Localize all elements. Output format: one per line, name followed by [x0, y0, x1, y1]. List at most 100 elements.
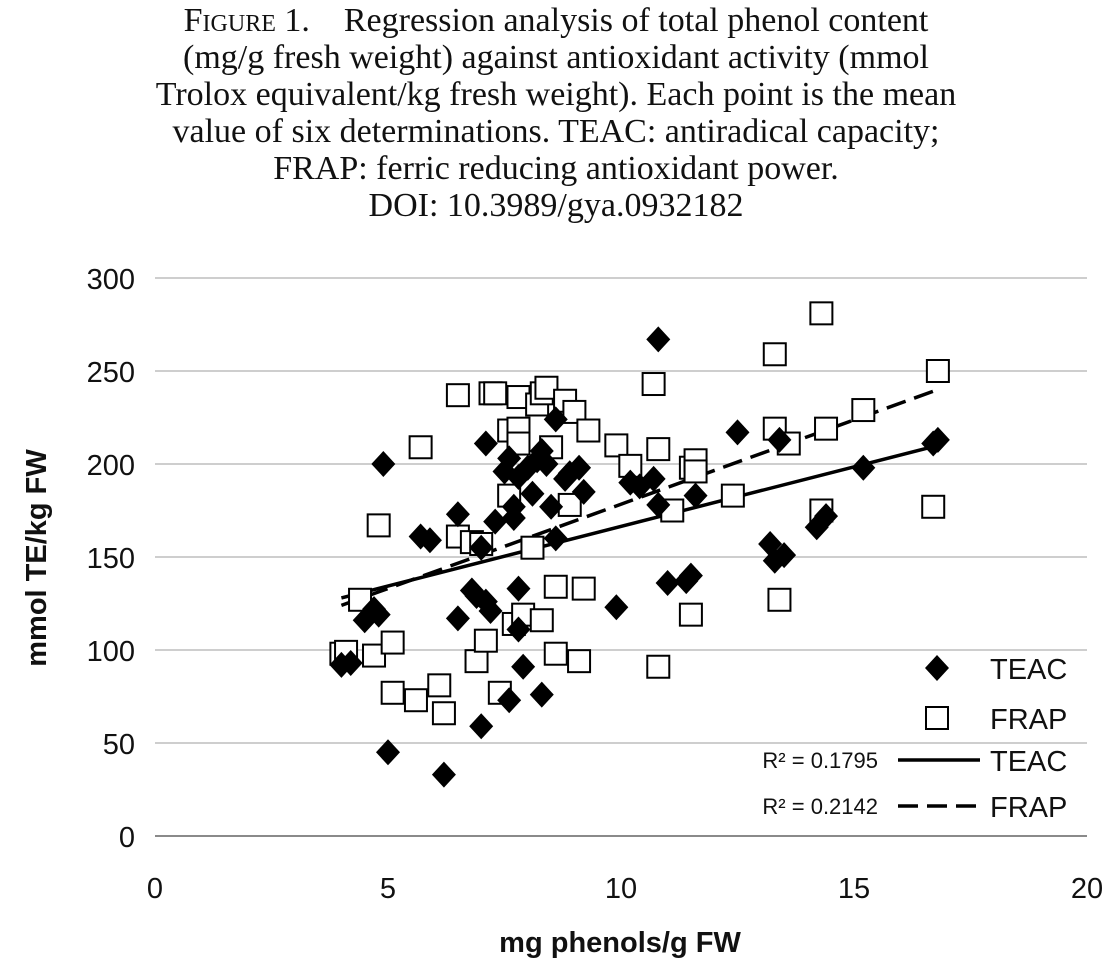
caption-line-3: Trolox equivalent/kg fresh weight). Each…	[155, 76, 957, 113]
x-tick-label: 0	[147, 873, 163, 905]
y-tick-label: 200	[87, 450, 135, 482]
point-teac	[683, 482, 708, 509]
point-frap	[366, 513, 391, 538]
x-tick-label: 10	[605, 873, 637, 905]
point-frap	[431, 701, 456, 726]
point-teac	[604, 594, 629, 621]
point-teac	[417, 527, 442, 554]
caption-text-1: Regression analysis of total phenol cont…	[343, 2, 929, 39]
point-frap	[520, 535, 545, 560]
y-tick-label: 250	[87, 357, 135, 389]
point-frap	[483, 381, 508, 406]
point-frap	[362, 643, 387, 668]
point-teac	[646, 326, 671, 353]
point-teac	[431, 761, 456, 788]
r2-label-teac: R² = 0.1795	[762, 748, 878, 773]
point-teac	[469, 534, 494, 561]
point-frap	[646, 437, 671, 462]
point-teac	[772, 542, 797, 569]
x-tick-label: 20	[1071, 873, 1103, 905]
point-teac	[497, 687, 522, 714]
x-axis-title: mg phenols/g FW	[499, 927, 741, 959]
point-teac	[497, 445, 522, 472]
point-frap	[683, 459, 708, 484]
x-tick-label: 15	[838, 873, 870, 905]
x-tick-label: 5	[380, 873, 396, 905]
point-teac	[567, 454, 592, 481]
point-teac	[725, 419, 750, 446]
point-frap	[720, 483, 745, 508]
point-frap	[678, 602, 703, 627]
point-teac	[543, 525, 568, 552]
point-teac	[483, 508, 508, 535]
point-teac	[655, 570, 680, 597]
point-frap	[562, 399, 587, 424]
point-frap	[473, 628, 498, 653]
y-tick-label: 0	[119, 822, 135, 854]
point-teac	[571, 478, 596, 505]
axes: 0 50 100 150 200 250 300 0 5 10 15 20	[87, 264, 1104, 905]
point-frap	[646, 654, 671, 679]
point-teac	[767, 426, 792, 453]
point-teac	[501, 493, 526, 520]
point-teac	[851, 454, 876, 481]
point-teac	[478, 597, 503, 624]
point-teac	[506, 616, 531, 643]
point-frap	[767, 587, 792, 612]
point-frap	[543, 574, 568, 599]
figure-caption: Figure 1. Regression analysis of total p…	[0, 2, 1112, 224]
point-teac	[641, 465, 666, 492]
point-teac	[534, 451, 559, 477]
legend-label-teac: TEAC	[990, 654, 1067, 686]
legend-line-label-frap: FRAP	[990, 792, 1067, 824]
caption-line-4: value of six determinations. TEAC: antir…	[172, 113, 940, 150]
y-tick-label: 50	[103, 729, 135, 761]
r2-label-frap: R² = 0.2142	[762, 794, 878, 819]
y-tick-label: 300	[87, 264, 135, 296]
point-frap	[641, 372, 666, 397]
figure-label: Figure 1.	[183, 2, 310, 39]
point-teac	[506, 575, 531, 602]
caption-line-2: (mg/g fresh weight) against antioxidant …	[183, 39, 929, 76]
point-teac	[371, 451, 396, 477]
point-frap	[529, 608, 554, 633]
point-frap	[403, 688, 428, 713]
point-teac	[520, 480, 545, 507]
point-teac	[543, 406, 568, 433]
caption-line-5: FRAP: ferric reducing antioxidant power.	[273, 150, 839, 187]
point-teac	[376, 739, 400, 766]
y-tick-label: 100	[87, 636, 135, 668]
point-frap	[567, 649, 592, 674]
point-teac	[529, 681, 554, 708]
point-frap	[571, 576, 596, 601]
point-frap	[427, 673, 452, 698]
y-tick-label: 150	[87, 543, 135, 575]
legend: TEAC FRAP R² = 0.1795 TEAC R² = 0.2142 FRAP	[762, 654, 1067, 824]
point-frap	[921, 494, 946, 519]
point-frap	[506, 431, 531, 456]
legend-marker-teac	[925, 655, 949, 681]
trendline-frap	[340, 387, 939, 608]
point-teac	[925, 426, 950, 453]
trendline-teac	[340, 443, 939, 600]
legend-label-frap: FRAP	[990, 704, 1067, 736]
point-teac	[366, 601, 391, 628]
point-frap	[814, 416, 839, 441]
point-teac	[445, 501, 470, 528]
legend-marker-frap	[925, 706, 949, 730]
caption-line-1: Figure 1. Regression analysis of total p…	[0, 2, 1112, 39]
point-frap	[380, 630, 405, 655]
point-teac	[469, 713, 494, 740]
point-teac	[678, 562, 703, 589]
point-frap	[809, 301, 834, 326]
point-frap	[543, 641, 568, 666]
point-frap	[762, 342, 787, 367]
point-teac	[814, 503, 839, 530]
point-frap	[464, 649, 489, 674]
point-frap	[534, 375, 559, 400]
point-frap	[604, 433, 629, 458]
point-teac	[539, 493, 564, 520]
point-teac	[646, 491, 671, 518]
point-teac	[445, 605, 470, 632]
